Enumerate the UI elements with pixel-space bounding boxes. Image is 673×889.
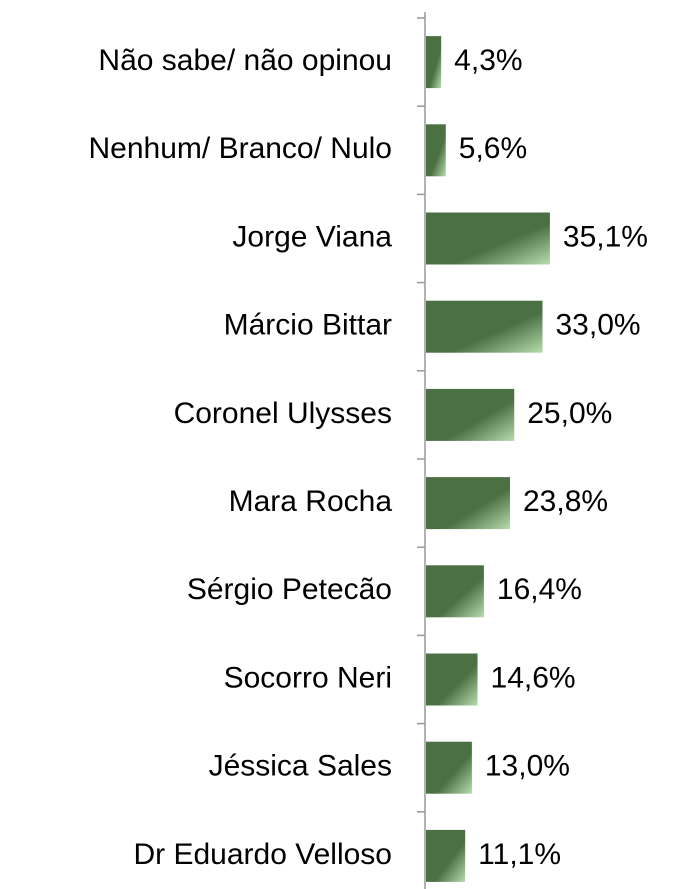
category-label: Mara Rocha — [229, 485, 393, 518]
bar — [426, 300, 543, 353]
value-label: 23,8% — [523, 485, 608, 518]
bar — [426, 36, 442, 89]
value-label: 5,6% — [459, 132, 527, 165]
category-label: Coronel Ulysses — [174, 397, 392, 430]
value-label: 35,1% — [563, 220, 648, 253]
bar — [426, 388, 515, 441]
category-label: Nenhum/ Branco/ Nulo — [89, 132, 393, 165]
value-label: 33,0% — [555, 309, 640, 342]
value-label: 13,0% — [485, 750, 570, 783]
value-label: 25,0% — [527, 397, 612, 430]
category-label: Jorge Viana — [232, 220, 392, 253]
bar — [426, 565, 484, 618]
category-label: Socorro Neri — [224, 661, 392, 694]
category-label: Sérgio Petecão — [187, 573, 392, 606]
value-label: 14,6% — [491, 661, 576, 694]
bar — [426, 212, 550, 265]
bar — [426, 124, 446, 177]
bar — [426, 653, 478, 706]
category-label: Jéssica Sales — [209, 750, 392, 783]
category-label: Dr Eduardo Velloso — [134, 838, 393, 871]
value-label: 11,1% — [478, 838, 561, 871]
bar — [426, 829, 466, 882]
value-label: 4,3% — [454, 44, 522, 77]
category-label: Não sabe/ não opinou — [98, 44, 392, 77]
value-label: 16,4% — [497, 573, 582, 606]
bar — [426, 741, 472, 794]
category-label: Márcio Bittar — [224, 309, 392, 342]
bar — [426, 477, 511, 530]
